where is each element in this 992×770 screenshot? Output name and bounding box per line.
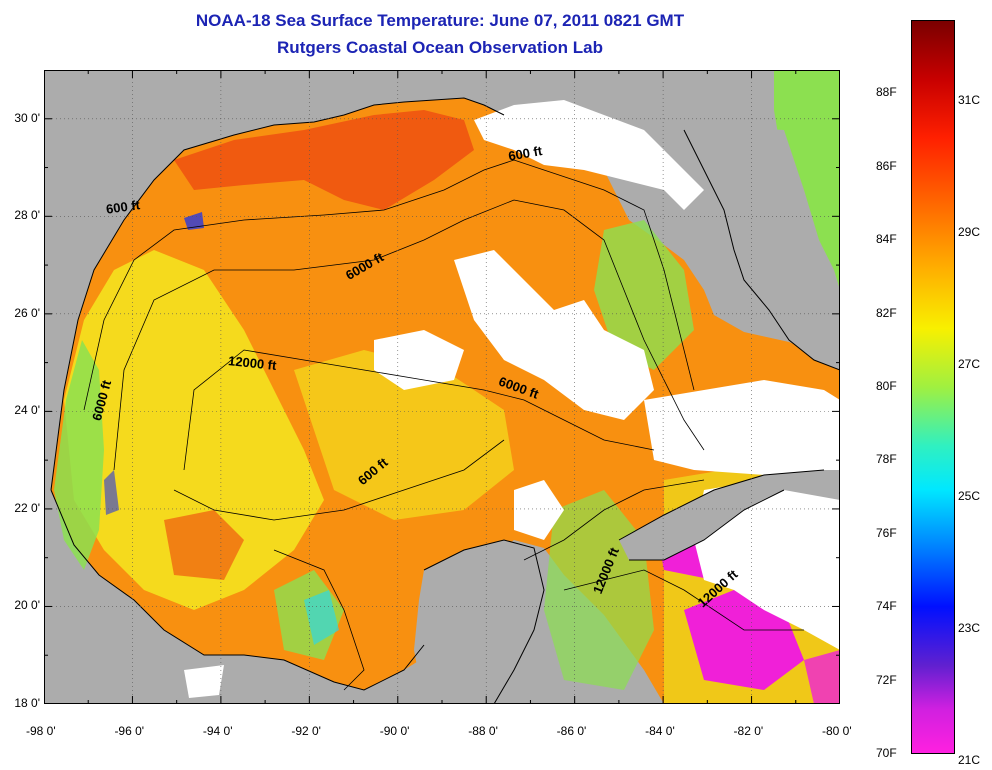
land-cuba <box>619 470 840 560</box>
longitude-label: -80 0' <box>822 724 852 738</box>
contour-600ft-yucatan <box>273 549 365 691</box>
contour-12000ft <box>183 349 655 471</box>
sst-patches <box>54 110 840 704</box>
longitude-label: -88 0' <box>468 724 498 738</box>
celsius-label: 25C <box>958 489 981 504</box>
celsius-label: 29C <box>958 224 981 239</box>
coastline <box>50 97 840 704</box>
magenta-caribbean-3 <box>804 650 840 704</box>
cloud-mid <box>374 330 464 390</box>
fahrenheit-label: 80F <box>876 379 897 393</box>
blue-patch-2 <box>104 470 119 515</box>
green-west-coast <box>54 340 104 570</box>
longitude-label: -82 0' <box>733 724 764 738</box>
longitude-label: -96 0' <box>114 724 145 738</box>
longitude-label: -92 0' <box>291 724 321 738</box>
cloud-caribbean <box>694 480 840 650</box>
contour-6000ft-yucatan <box>523 479 705 561</box>
fahrenheit-label: 82F <box>876 305 897 320</box>
temperature-colorbar <box>911 20 955 754</box>
contour-600ft <box>83 159 695 411</box>
latitude-label: 20 0' <box>14 598 40 613</box>
latitude-label: 30 0' <box>14 110 40 125</box>
contour-6000ft <box>113 199 705 471</box>
latitude-label: 26 0' <box>14 305 40 320</box>
longitude-label: -98 0' <box>26 724 56 738</box>
fahrenheit-label: 72F <box>876 672 897 687</box>
green-east-gulf <box>594 220 694 370</box>
bathymetry-contours <box>83 159 804 691</box>
latitude-label: 18 0' <box>14 696 40 710</box>
fahrenheit-label: 70F <box>876 746 897 760</box>
latitude-label: 24 0' <box>14 403 40 418</box>
contour-12000ft-south <box>173 439 505 521</box>
latitude-label: 22 0' <box>14 500 40 515</box>
chart-subtitle: Rutgers Coastal Ocean Observation Lab <box>277 38 603 57</box>
chart-title: NOAA-18 Sea Surface Temperature: June 07… <box>195 11 685 30</box>
cyan-south <box>304 590 339 645</box>
longitude-label: -86 0' <box>556 724 587 738</box>
cloud-yucatan <box>514 480 564 540</box>
fahrenheit-label: 84F <box>876 232 897 247</box>
contour-label: 12000 ft <box>227 353 277 373</box>
cloud-areas <box>184 100 840 698</box>
celsius-label: 31C <box>958 92 981 107</box>
cloud-northeast <box>474 100 704 210</box>
map-ticks <box>44 70 840 704</box>
graticule <box>44 70 840 704</box>
celsius-label: 23C <box>958 621 981 636</box>
longitude-label: -90 0' <box>379 724 410 738</box>
longitude-label: -84 0' <box>645 724 675 738</box>
contour-label: 600 ft <box>507 143 544 164</box>
fahrenheit-label: 86F <box>876 158 897 173</box>
contour-12000ft-caribbean <box>563 569 804 631</box>
cloud-florida-straits <box>644 380 840 475</box>
fahrenheit-label: 74F <box>876 599 897 614</box>
yellow-central <box>294 350 514 520</box>
latitude-label: 28 0' <box>14 208 40 223</box>
longitude-label: -94 0' <box>202 724 233 738</box>
contour-label: 600 ft <box>105 197 141 217</box>
cloud-central-east <box>454 250 654 420</box>
colorbar-gradient <box>912 21 954 753</box>
celsius-label: 27C <box>958 356 981 371</box>
cloud-southwest <box>184 665 224 698</box>
celsius-label: 21C <box>958 753 981 768</box>
fahrenheit-label: 76F <box>876 525 897 540</box>
hot-south-patch <box>164 510 244 580</box>
yellow-west-shelf <box>64 250 324 610</box>
land-yucatan <box>414 540 544 704</box>
land-florida <box>684 128 840 370</box>
land-masses <box>414 128 840 704</box>
fahrenheit-label: 88F <box>876 85 897 100</box>
hot-north-coast <box>174 110 474 210</box>
fahrenheit-label: 78F <box>876 452 897 467</box>
